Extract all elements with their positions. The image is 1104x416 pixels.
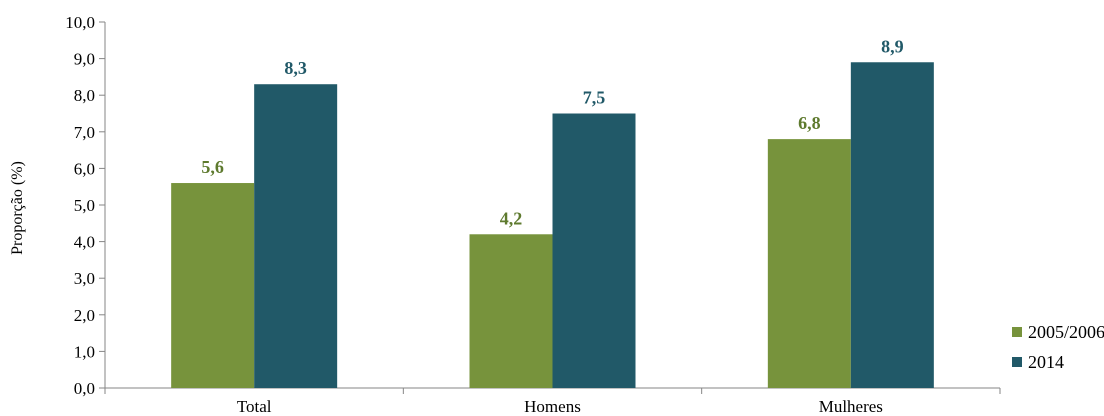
bar bbox=[552, 113, 636, 388]
bars bbox=[171, 62, 934, 388]
data-labels: 5,6 8,3 4,2 7,5 6,8 8,9 bbox=[201, 36, 903, 228]
y-tick-label: 5,0 bbox=[74, 196, 95, 215]
legend-swatch bbox=[1012, 357, 1022, 367]
data-label: 8,9 bbox=[881, 36, 904, 56]
bar bbox=[469, 234, 553, 388]
legend-swatch bbox=[1012, 327, 1022, 337]
data-label: 4,2 bbox=[500, 208, 523, 228]
legend: 2005/2006 2014 bbox=[1012, 322, 1104, 372]
bar bbox=[850, 62, 934, 388]
y-axis: 0,0 1,0 2,0 3,0 4,0 5,0 6,0 7,0 8,0 9,0 10,0 bbox=[65, 13, 106, 398]
x-axis: Total Homens Mulheres bbox=[104, 387, 1001, 416]
x-tick-label: Homens bbox=[524, 397, 581, 416]
y-tick-label: 4,0 bbox=[74, 233, 95, 252]
bar bbox=[767, 139, 851, 388]
data-label: 5,6 bbox=[201, 157, 224, 177]
y-tick-label: 6,0 bbox=[74, 159, 95, 178]
x-tick-label: Mulheres bbox=[819, 397, 883, 416]
data-label: 7,5 bbox=[583, 88, 606, 108]
y-axis-title: Proporção (%) bbox=[9, 161, 26, 255]
y-tick-label: 8,0 bbox=[74, 86, 95, 105]
data-label: 6,8 bbox=[798, 113, 821, 133]
bar bbox=[254, 84, 338, 388]
legend-label: 2005/2006 bbox=[1028, 322, 1104, 342]
legend-label: 2014 bbox=[1028, 352, 1064, 372]
y-tick-label: 10,0 bbox=[65, 13, 95, 32]
y-tick-label: 1,0 bbox=[74, 342, 95, 361]
y-tick-label: 9,0 bbox=[74, 50, 95, 69]
y-tick-label: 0,0 bbox=[74, 379, 95, 398]
bar bbox=[171, 183, 255, 388]
y-tick-label: 2,0 bbox=[74, 306, 95, 325]
y-tick-label: 3,0 bbox=[74, 269, 95, 288]
y-tick-label: 7,0 bbox=[74, 123, 95, 142]
x-tick-label: Total bbox=[237, 397, 272, 416]
data-label: 8,3 bbox=[284, 58, 307, 78]
